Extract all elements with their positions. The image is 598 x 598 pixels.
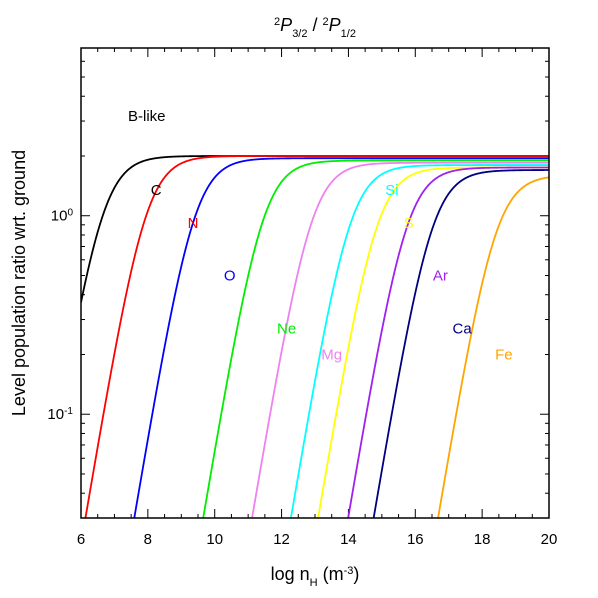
x-axis-label: log nH (m-3) — [271, 564, 360, 589]
series-line-mg — [251, 161, 549, 518]
y-tick-base: 10 — [47, 406, 64, 423]
y-tick-label: 10-1 — [47, 406, 73, 424]
series-label-ne: Ne — [277, 321, 296, 338]
series-label-ar: Ar — [433, 267, 448, 284]
xlabel-sub: H — [310, 577, 318, 589]
title-num-sub: 3/2 — [292, 28, 307, 40]
title-slash: / — [307, 15, 322, 35]
title-den-main: P — [329, 15, 341, 35]
x-tick-label: 10 — [206, 531, 223, 548]
series-label-n: N — [188, 215, 199, 232]
y-tick-exp: 0 — [67, 207, 73, 218]
series-label-ca: Ca — [452, 321, 472, 338]
y-tick-exp: -1 — [64, 406, 73, 417]
series-line-ca — [372, 169, 549, 518]
x-tick-label: 14 — [340, 531, 357, 548]
x-tick-label: 16 — [407, 531, 424, 548]
x-tick-label: 12 — [273, 531, 290, 548]
chart-title: 2P3/2 / 2P1/2 — [274, 15, 356, 40]
series-line-ar — [347, 166, 549, 518]
xlabel-mid: (m — [318, 564, 344, 584]
series-line-c — [81, 155, 549, 303]
title-den-sub: 1/2 — [341, 28, 356, 40]
plot-frame — [80, 47, 550, 519]
y-axis-label: Level population ratio wrt. ground — [9, 150, 29, 416]
series-line-si — [289, 164, 549, 518]
series-label-c: C — [151, 182, 162, 199]
x-tick-label: 6 — [77, 531, 85, 548]
y-tick-label: 100 — [51, 207, 74, 225]
title-den-sup: 2 — [323, 16, 329, 28]
series-line-o — [133, 157, 549, 518]
title-num-main: P — [280, 15, 292, 35]
xlabel-post: ) — [353, 564, 359, 584]
series-label-si: Si — [385, 182, 398, 199]
series-line-n — [84, 155, 549, 518]
b-like-annotation: B-like — [128, 108, 166, 125]
series-curves — [81, 155, 549, 518]
xlabel-sup: -3 — [344, 565, 354, 577]
series-label-s: S — [404, 215, 414, 232]
series-labels: C N O Ne Mg Si S Ar Ca Fe — [151, 182, 513, 364]
series-label-o: O — [224, 267, 236, 284]
x-tick-label: 18 — [474, 531, 491, 548]
series-line-ne — [202, 159, 549, 518]
xlabel-pre: log n — [271, 564, 310, 584]
title-num-sup: 2 — [274, 16, 280, 28]
x-tick-label: 8 — [144, 531, 152, 548]
series-line-fe — [437, 176, 549, 518]
series-line-s — [317, 166, 549, 518]
series-label-fe: Fe — [495, 346, 513, 363]
y-tick-base: 10 — [51, 208, 68, 225]
series-label-mg: Mg — [321, 346, 342, 363]
x-tick-label: 20 — [541, 531, 558, 548]
